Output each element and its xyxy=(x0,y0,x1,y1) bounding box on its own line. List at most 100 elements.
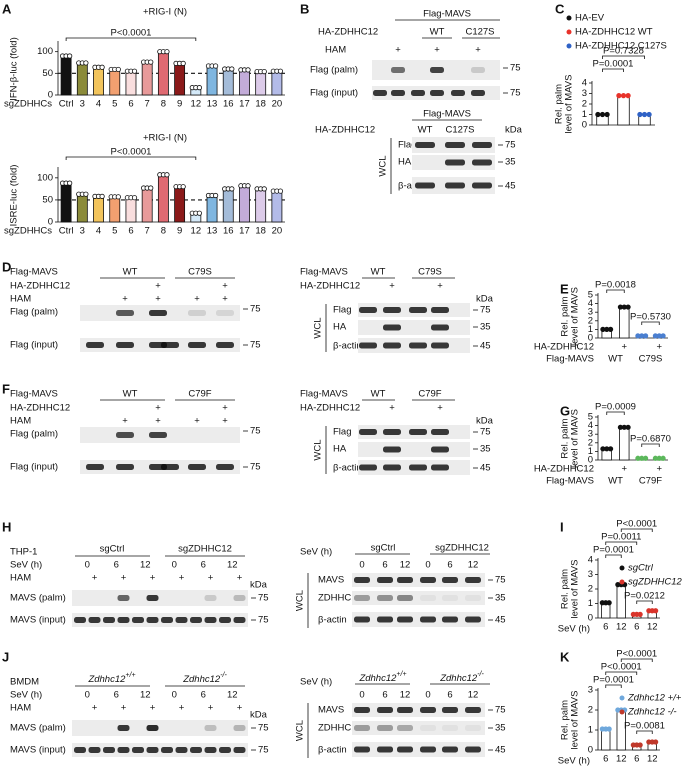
label: + xyxy=(155,416,161,427)
p-value: P=0.6870 xyxy=(630,434,671,445)
label: β-actin xyxy=(318,615,347,626)
label: HA xyxy=(333,444,347,455)
bar xyxy=(109,69,121,96)
band xyxy=(116,464,134,470)
band xyxy=(397,707,413,713)
y-tick-label: 3 xyxy=(588,685,593,696)
panel-label: J xyxy=(2,649,9,664)
blot xyxy=(352,721,485,735)
x-tick-label: 17 xyxy=(239,99,250,110)
y-tick-label: 4 xyxy=(582,78,587,89)
band xyxy=(431,324,449,331)
band xyxy=(117,747,130,753)
label: + xyxy=(121,573,127,584)
band xyxy=(354,595,370,601)
band xyxy=(233,747,246,753)
band xyxy=(471,90,485,96)
band xyxy=(471,67,485,73)
band xyxy=(472,159,492,166)
label: +RIG-I (N) xyxy=(143,7,187,18)
label: 0 xyxy=(359,560,364,571)
data-dot xyxy=(99,64,105,70)
band xyxy=(86,464,104,470)
label: + xyxy=(155,281,161,292)
x-tick-label: 12 xyxy=(191,226,202,237)
bar xyxy=(76,193,88,223)
label: MAVS xyxy=(318,705,344,716)
y-axis-label: level of MAVS xyxy=(564,75,575,134)
x-tick-label: 18 xyxy=(255,99,266,110)
label: + xyxy=(222,294,228,305)
label: + xyxy=(389,403,395,414)
label: sgCtrl xyxy=(371,543,396,554)
band xyxy=(146,747,159,753)
legend-dot xyxy=(619,579,625,585)
x-tick-label: Ctrl xyxy=(59,99,74,110)
data-dot xyxy=(606,600,612,606)
label: MAVS (input) xyxy=(10,615,66,626)
label: Flag-MAVS xyxy=(300,389,348,400)
bar xyxy=(271,70,283,96)
bracket xyxy=(641,443,660,447)
label: + xyxy=(389,281,395,292)
band xyxy=(204,617,217,623)
band xyxy=(397,725,413,731)
bar xyxy=(239,69,250,96)
label: 35 xyxy=(505,157,516,168)
y-tick-label: 0 xyxy=(588,613,593,624)
band xyxy=(391,67,405,73)
label: WCL xyxy=(313,439,324,460)
legend-dot xyxy=(619,695,625,701)
x-tick-label: 6 xyxy=(603,622,608,633)
band xyxy=(175,617,188,623)
label: SeV (h) xyxy=(558,756,590,767)
label: kDa xyxy=(250,580,268,591)
label: Zdhhc12+/+ xyxy=(87,672,135,685)
label: Flag (palm) xyxy=(10,429,58,440)
band xyxy=(409,429,427,435)
data-dot xyxy=(604,111,610,118)
label: WCL xyxy=(313,317,324,338)
label: C79S xyxy=(639,354,663,365)
band xyxy=(377,616,393,623)
y-tick-label: 0 xyxy=(48,217,53,228)
legend-label: HA-ZDHHC12 WT xyxy=(575,27,653,38)
band xyxy=(430,67,444,73)
legend-dot xyxy=(619,565,625,571)
band xyxy=(377,577,393,583)
band xyxy=(377,707,393,713)
label: 12 xyxy=(140,690,151,701)
band xyxy=(420,725,436,731)
label: Flag-MAVS xyxy=(423,9,471,20)
y-tick-label: 0 xyxy=(588,455,593,466)
label: kDa xyxy=(476,416,494,427)
data-dot xyxy=(616,93,622,99)
label: + xyxy=(122,416,128,427)
y-tick-label: 4 xyxy=(588,420,593,431)
band xyxy=(216,464,234,470)
p-value: P=0.0212 xyxy=(624,591,665,602)
p-value: P=0.0001 xyxy=(593,545,634,556)
label: 6 xyxy=(447,690,452,701)
label: 75 xyxy=(250,340,261,351)
band xyxy=(415,142,435,148)
band xyxy=(377,595,393,601)
label: C79F xyxy=(188,389,211,400)
data-dot xyxy=(131,195,138,201)
y-axis-label: Rel. palm xyxy=(560,296,571,336)
p-value: P<0.0001 xyxy=(110,147,151,158)
label: WT xyxy=(123,389,138,400)
label: 12 xyxy=(468,690,479,701)
label: 75 xyxy=(258,745,269,756)
label: HA-ZDHHC12 xyxy=(10,403,70,414)
data-dot xyxy=(115,194,121,200)
band xyxy=(359,429,377,435)
band xyxy=(354,746,370,753)
bar xyxy=(109,196,121,223)
bracket xyxy=(65,156,197,160)
x-tick-label: 17 xyxy=(239,226,250,237)
data-dot xyxy=(607,446,614,452)
legend-label: sgCtrl xyxy=(628,563,654,574)
label: Zdhhc12 xyxy=(87,674,126,685)
label: +RIG-I (N) xyxy=(143,133,187,144)
